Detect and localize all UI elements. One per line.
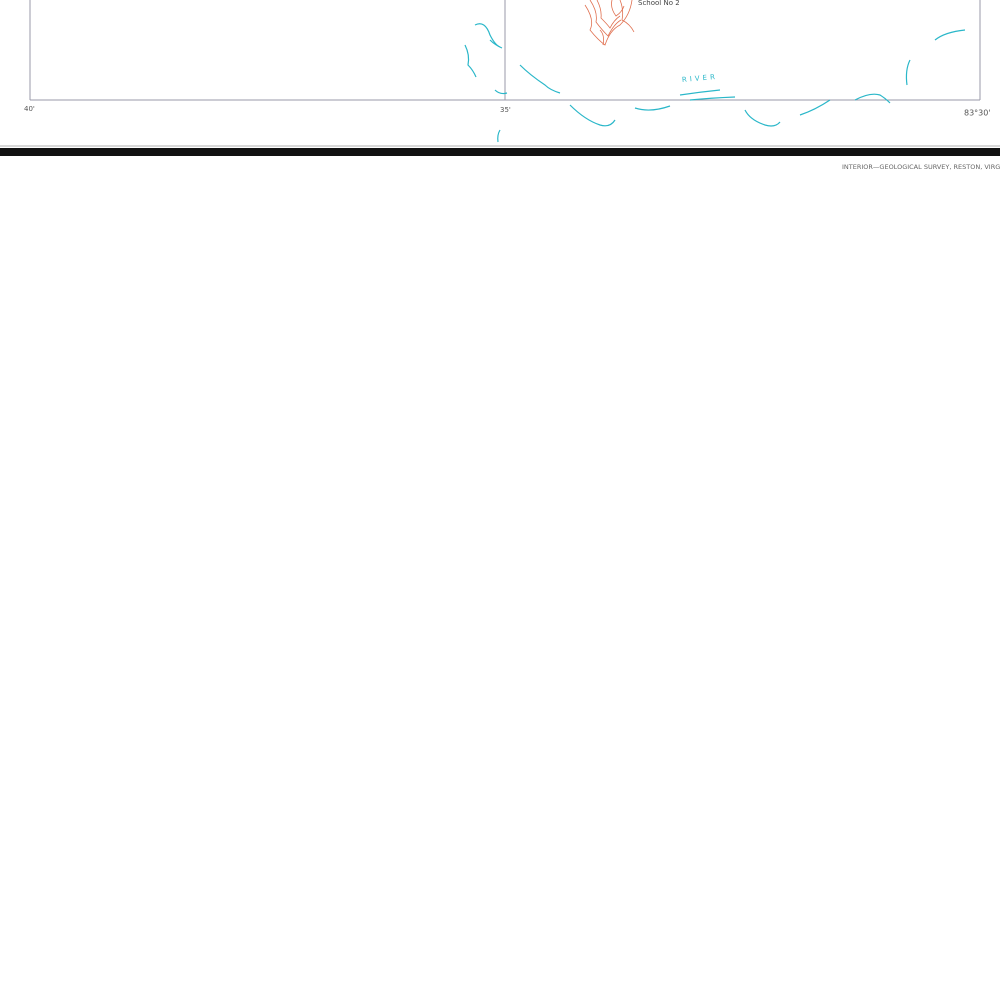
river-label: RIVER xyxy=(682,73,719,84)
place-label: School No 2 xyxy=(638,0,680,7)
graticule-label: 40' xyxy=(24,105,35,113)
sheet-edge-bar xyxy=(0,148,1000,156)
rivers xyxy=(464,23,966,143)
graticule-label: 83°30' xyxy=(964,109,991,118)
graticule-label: 35' xyxy=(500,106,511,114)
contours xyxy=(584,0,635,46)
map-frame xyxy=(29,0,981,101)
credit-line: INTERIOR—GEOLOGICAL SURVEY, RESTON, VIRG… xyxy=(842,163,1000,171)
